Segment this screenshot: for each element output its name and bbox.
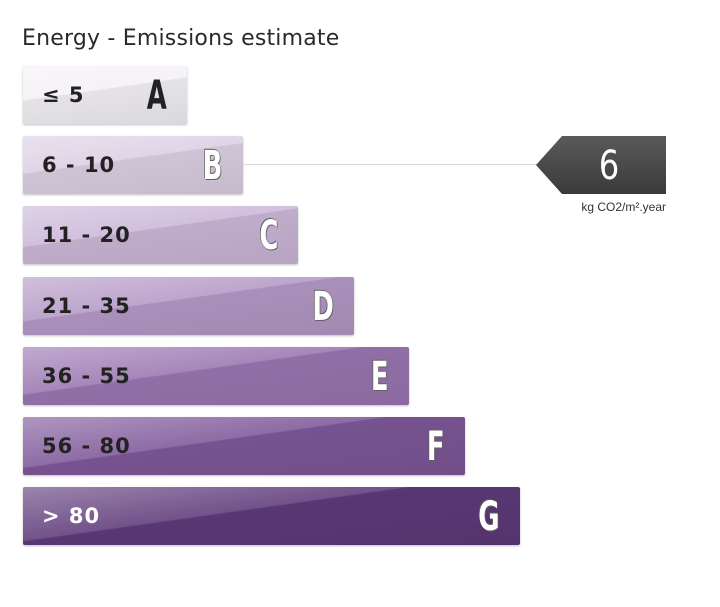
bar-range-label: 11 - 20 (42, 223, 131, 248)
rating-bar-d: 21 - 35 D (23, 276, 354, 335)
bar-class-letter: A (146, 73, 167, 119)
bar-class-letter: B (202, 143, 223, 190)
rating-bar-b: 6 - 10 B (23, 136, 243, 195)
bar-range-label: ≤ 5 (42, 83, 85, 107)
rating-bar-c: 11 - 20 C (23, 206, 298, 265)
rating-indicator: 6 (536, 136, 666, 194)
chart-title: Energy - Emissions estimate (22, 26, 340, 51)
bar-range-label: 56 - 80 (42, 434, 131, 458)
rating-bar-e: 36 - 55 E (23, 346, 409, 405)
indicator-value: 6 (598, 143, 620, 189)
rating-bar-a: ≤ 5 A (23, 66, 187, 124)
bar-range-label: 6 - 10 (42, 153, 116, 178)
rating-bar-f: 56 - 80 F (23, 417, 465, 475)
bar-range-label: > 80 (42, 504, 101, 529)
bar-class-letter: G (478, 494, 500, 541)
bar-range-label: 21 - 35 (42, 293, 131, 318)
indicator-connector-line (243, 164, 543, 165)
bar-class-letter: F (426, 424, 445, 470)
indicator-arrow-shape (536, 136, 666, 194)
indicator-unit: kg CO2/m².year (581, 200, 666, 214)
bar-range-label: 36 - 55 (42, 363, 131, 388)
rating-bar-g: > 80 G (23, 487, 520, 546)
bar-class-letter: E (371, 353, 389, 400)
bar-class-letter: C (258, 213, 278, 260)
bar-class-letter: D (311, 283, 334, 330)
